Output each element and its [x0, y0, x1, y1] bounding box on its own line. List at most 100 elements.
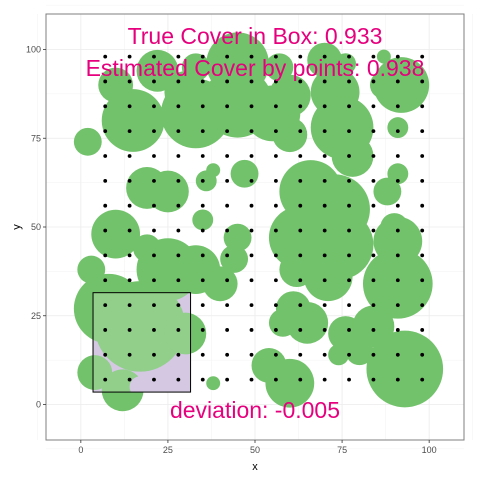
sample-point: [420, 228, 425, 233]
sample-point: [395, 129, 400, 134]
sample-point: [395, 104, 400, 109]
sample-point: [322, 79, 327, 84]
sample-point: [127, 278, 132, 283]
sample-point: [249, 377, 254, 382]
sample-point: [347, 79, 351, 84]
sample-point: [249, 303, 254, 307]
sample-point: [347, 129, 351, 134]
sample-point: [152, 129, 156, 134]
cover-circle: [331, 135, 374, 177]
sample-point: [127, 203, 132, 208]
box-cover-circle: [94, 292, 186, 372]
sample-point: [395, 278, 400, 283]
sample-point: [249, 79, 254, 84]
sample-point: [371, 203, 376, 208]
sample-point: [322, 54, 327, 59]
sample-point: [152, 352, 156, 357]
sample-point: [395, 203, 400, 208]
sample-point: [127, 377, 132, 382]
y-tick-label: 75: [31, 133, 41, 143]
axes: 0 25 50 75 100 0 25 50 75 100: [26, 45, 437, 456]
sample-point: [298, 278, 303, 283]
sample-point: [347, 253, 351, 258]
sample-point: [249, 178, 254, 183]
sample-point: [274, 79, 278, 84]
cover-circle: [223, 223, 252, 252]
sample-point: [152, 228, 156, 233]
sample-point: [176, 352, 181, 357]
sample-point: [176, 104, 181, 109]
cover-circle: [352, 305, 395, 348]
sample-point: [420, 129, 425, 134]
cover-circle: [101, 89, 165, 152]
cover-circle: [373, 177, 402, 206]
sample-point: [103, 253, 108, 258]
sample-point: [298, 203, 303, 208]
sample-point: [420, 154, 425, 158]
sample-point: [152, 278, 156, 283]
sample-point: [103, 303, 108, 307]
cover-circle: [265, 53, 294, 82]
sample-point: [103, 154, 108, 158]
sample-point: [103, 129, 108, 134]
sample-point: [176, 328, 181, 332]
sample-point: [371, 178, 376, 183]
sample-point: [103, 203, 108, 208]
sample-point: [298, 129, 303, 134]
cover-circle: [380, 213, 409, 241]
sample-point: [420, 328, 425, 332]
estimated-cover-label: Estimated Cover by points: 0.938: [86, 55, 425, 81]
sample-point: [298, 178, 303, 183]
sample-point: [298, 154, 303, 158]
sample-point: [298, 328, 303, 332]
sample-point: [176, 377, 181, 382]
sample-point: [225, 253, 230, 258]
sample-point: [249, 253, 254, 258]
sample-point: [249, 328, 254, 332]
sample-point: [200, 104, 205, 109]
sample-point: [249, 278, 254, 283]
cover-circle: [373, 57, 430, 113]
sample-point: [200, 228, 205, 233]
sample-point: [127, 303, 132, 307]
cover-circle: [328, 344, 350, 366]
cover-circle: [195, 170, 217, 192]
cover-circle: [286, 301, 329, 344]
sample-point: [152, 54, 156, 59]
sample-point: [322, 178, 327, 183]
sample-point: [200, 377, 205, 382]
sample-point: [371, 129, 376, 134]
sample-point: [152, 203, 156, 208]
sample-point: [274, 303, 278, 307]
cover-circle: [206, 376, 221, 391]
sample-point: [395, 228, 400, 233]
sample-point: [274, 203, 278, 208]
sample-point: [200, 352, 205, 357]
sample-point: [298, 352, 303, 357]
sample-point: [274, 129, 278, 134]
y-tick-label: 0: [36, 400, 41, 410]
sample-point: [395, 377, 400, 382]
sample-point: [347, 228, 351, 233]
sample-point: [274, 328, 278, 332]
sample-point: [176, 228, 181, 233]
sample-point: [152, 253, 156, 258]
cover-circle: [160, 78, 231, 149]
sample-point: [176, 203, 181, 208]
sample-point: [249, 154, 254, 158]
sample-point: [347, 104, 351, 109]
y-tick-label: 100: [26, 45, 41, 55]
cover-circle: [366, 330, 444, 408]
sample-point: [371, 104, 376, 109]
cover-circle: [303, 252, 353, 302]
sample-point: [103, 79, 108, 84]
sample-point: [395, 154, 400, 158]
sample-point: [127, 79, 132, 84]
sample-point: [200, 253, 205, 258]
sample-point: [298, 228, 303, 233]
sample-point: [200, 79, 205, 84]
sample-point: [127, 228, 132, 233]
cover-circle: [369, 71, 398, 99]
sample-point: [127, 328, 132, 332]
sample-point: [225, 178, 230, 183]
